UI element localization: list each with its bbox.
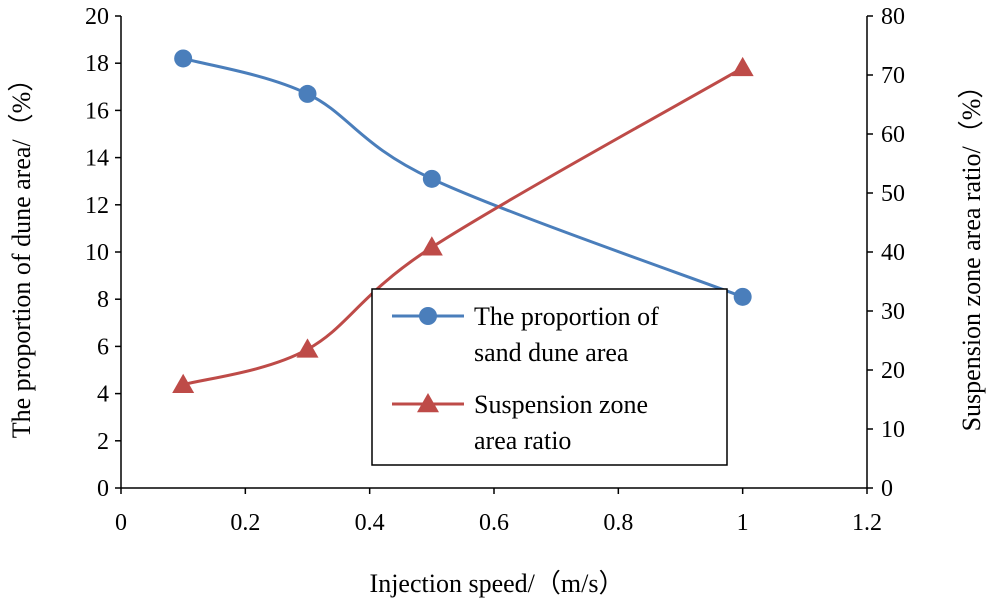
data-point bbox=[420, 236, 443, 256]
series-line bbox=[182, 66, 744, 387]
x-tick-label: 1 bbox=[737, 510, 749, 536]
legend-swatch-marker bbox=[417, 393, 439, 413]
x-tick-label: 0.6 bbox=[479, 510, 509, 536]
right-y-tick-label: 20 bbox=[881, 358, 905, 384]
data-point bbox=[731, 56, 754, 77]
right-y-tick-label: 80 bbox=[881, 4, 905, 30]
x-tick-label: 0.4 bbox=[355, 510, 385, 536]
data-point bbox=[174, 49, 193, 68]
data-point bbox=[733, 287, 752, 306]
data-point bbox=[296, 338, 319, 358]
axes bbox=[115, 15, 873, 494]
legend: The proportion of sand dune area Suspensio… bbox=[371, 288, 728, 466]
legend-swatch-marker bbox=[419, 307, 437, 325]
right-y-tick-label: 60 bbox=[881, 122, 905, 148]
left-y-tick-label: 2 bbox=[97, 429, 109, 455]
left-y-tick-label: 16 bbox=[85, 98, 109, 124]
legend-label: Suspension zone bbox=[474, 390, 648, 419]
x-tick-label: 0.2 bbox=[230, 510, 260, 536]
legend-label: The proportion of bbox=[474, 302, 659, 331]
left-y-tick-label: 12 bbox=[85, 193, 109, 219]
x-tick-label: 0 bbox=[115, 510, 127, 536]
right-y-axis-title: Suspension zone area ratio/（%） bbox=[957, 73, 986, 432]
right-y-tick-label: 30 bbox=[881, 299, 905, 325]
data-point bbox=[298, 84, 317, 103]
series-1 bbox=[174, 49, 752, 306]
left-y-tick-label: 8 bbox=[97, 287, 109, 313]
right-y-tick-label: 10 bbox=[881, 417, 905, 443]
legend-label: sand dune area bbox=[474, 338, 629, 367]
left-y-tick-label: 6 bbox=[97, 334, 109, 360]
left-y-tick-label: 18 bbox=[85, 51, 109, 77]
series-line bbox=[182, 57, 744, 299]
tick-labels: 0 0.2 0.4 0.6 0.8 1 1.2 0 2 4 6 8 10 12 14 16 18 20 0 10 20 3… bbox=[85, 4, 905, 536]
x-tick-label: 1.2 bbox=[852, 510, 882, 536]
left-y-tick-label: 14 bbox=[85, 146, 109, 172]
left-y-tick-label: 4 bbox=[97, 382, 109, 408]
right-y-tick-label: 40 bbox=[881, 240, 905, 266]
data-point bbox=[172, 373, 195, 393]
series-group bbox=[172, 49, 754, 393]
left-y-axis-title: The proportion of dune area/（%） bbox=[7, 66, 36, 439]
left-y-tick-label: 10 bbox=[85, 240, 109, 266]
right-y-tick-label: 70 bbox=[881, 63, 905, 89]
legend-label: area ratio bbox=[474, 426, 571, 455]
data-point bbox=[422, 169, 441, 188]
left-y-tick-label: 20 bbox=[85, 4, 109, 30]
left-y-tick-label: 0 bbox=[97, 476, 109, 502]
x-axis-title: Injection speed/（m/s） bbox=[370, 569, 625, 598]
series-2 bbox=[172, 56, 754, 393]
right-y-tick-label: 0 bbox=[881, 476, 893, 502]
right-y-tick-label: 50 bbox=[881, 181, 905, 207]
x-tick-label: 0.8 bbox=[603, 510, 633, 536]
